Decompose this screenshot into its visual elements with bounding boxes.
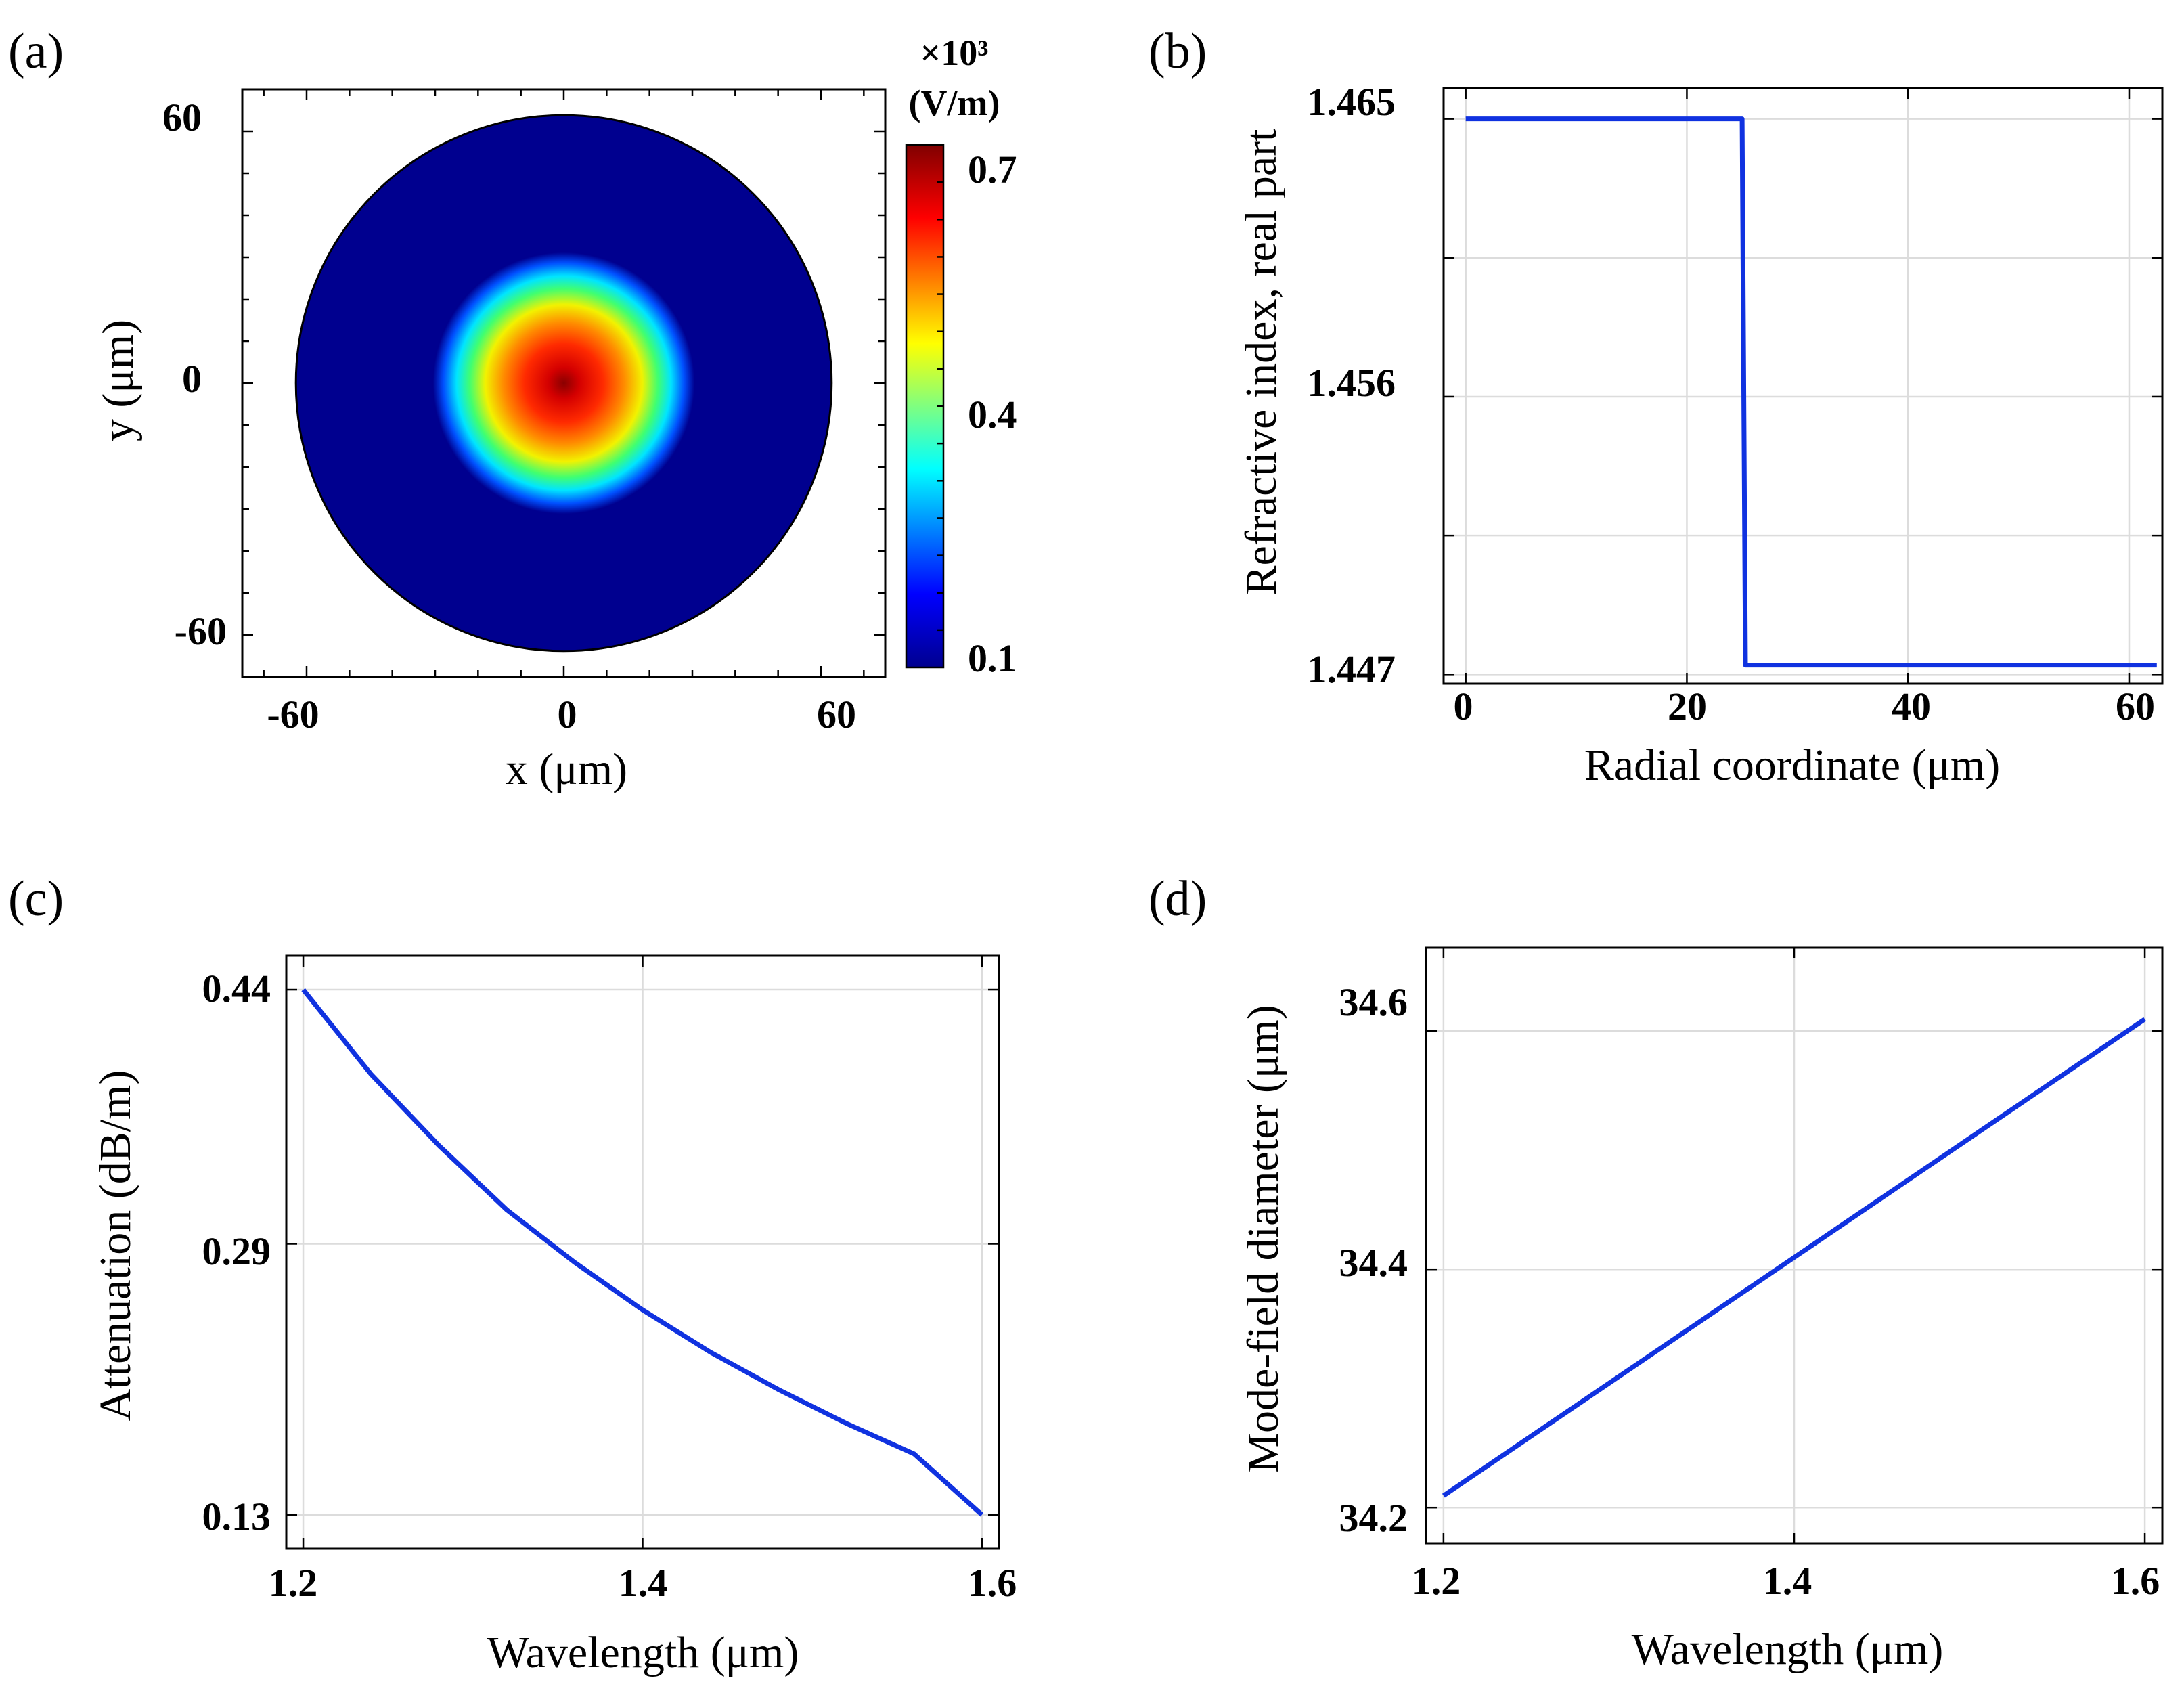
panel-label: (b) [1149,24,1207,79]
x-tick-label: 40 [1892,684,1931,728]
colorbar-tick-label: 0.1 [968,636,1017,680]
y-axis-title: Attenuation (dB/m) [91,1070,140,1421]
y-tick-label: 1.447 [1308,647,1396,691]
panel-c: (c) 0.44 0.29 0.13 1.2 1.4 1.6 Wavelengt… [8,871,1017,1677]
x-tick-label: 60 [817,692,856,736]
x-tick-label: 20 [1668,684,1707,728]
panel-d: (d) 34.6 34.4 34.2 1.2 1.4 1.6 Wavelengt… [1149,871,2164,1674]
x-tick-label: 1.4 [1763,1559,1812,1603]
colorbar-ticks [937,181,943,632]
y-axis-title: Mode-field diameter (μm) [1239,1005,1288,1472]
panel-label: (d) [1149,871,1207,927]
y-tick-label: 1.456 [1308,361,1396,405]
x-axis-title: x (μm) [506,745,627,794]
x-axis-title: Wavelength (μm) [487,1628,799,1677]
x-tick-label: 1.2 [269,1561,318,1605]
x-tick-label: 1.6 [2111,1559,2160,1603]
x-axis-title: Radial coordinate (μm) [1584,741,2001,790]
tick-marks [286,956,999,1549]
x-tick-label: 1.6 [968,1561,1017,1605]
x-tick-label: 1.4 [619,1561,668,1605]
panel-a: (a) 60 0 -60 -60 0 60 x (μm) y (μm) ×10³… [8,24,1017,794]
refractive-index-line [1465,116,2157,668]
colorbar-unit: (V/m) [909,83,1000,123]
x-tick-label: 0 [1454,684,1473,728]
grid [1426,948,2162,1543]
x-axis-title: Wavelength (μm) [1632,1625,1944,1674]
mode-field-diameter-line [1442,1017,2147,1498]
y-axis-title: y (μm) [93,319,143,441]
colorbar-tick-label: 0.4 [968,393,1017,437]
grid [1444,88,2162,684]
y-tick-label: 0.44 [202,967,271,1011]
colorbar-multiplier: ×10³ [920,32,989,73]
y-tick-label: 60 [162,95,202,139]
attenuation-line [301,988,984,1517]
x-tick-label: -60 [267,692,319,736]
y-tick-label: 0.29 [202,1229,271,1273]
y-tick-label: -60 [175,609,227,653]
tick-marks [1444,88,2162,684]
x-tick-label: 0 [558,692,577,736]
x-tick-label: 60 [2116,684,2155,728]
tick-marks [1426,948,2162,1543]
panel-b: (b) 1.465 1.456 1.447 0 20 40 60 Radial … [1149,24,2164,790]
plot-frame [1442,87,2164,685]
y-tick-label: 34.2 [1339,1496,1408,1540]
tick-marks [242,88,885,678]
y-axis-title: Refractive index, real part [1236,129,1286,596]
y-tick-label: 34.4 [1339,1241,1408,1285]
y-tick-label: 0.13 [202,1495,271,1539]
x-tick-label: 1.2 [1412,1559,1461,1603]
y-tick-label: 0 [182,357,202,401]
panel-label: (a) [8,24,64,79]
colorbar-tick-label: 0.7 [968,148,1017,192]
mode-field-intensity [432,252,695,514]
panel-label: (c) [8,871,64,927]
y-tick-label: 34.6 [1339,980,1408,1024]
grid [286,956,999,1549]
y-tick-label: 1.465 [1308,80,1396,124]
